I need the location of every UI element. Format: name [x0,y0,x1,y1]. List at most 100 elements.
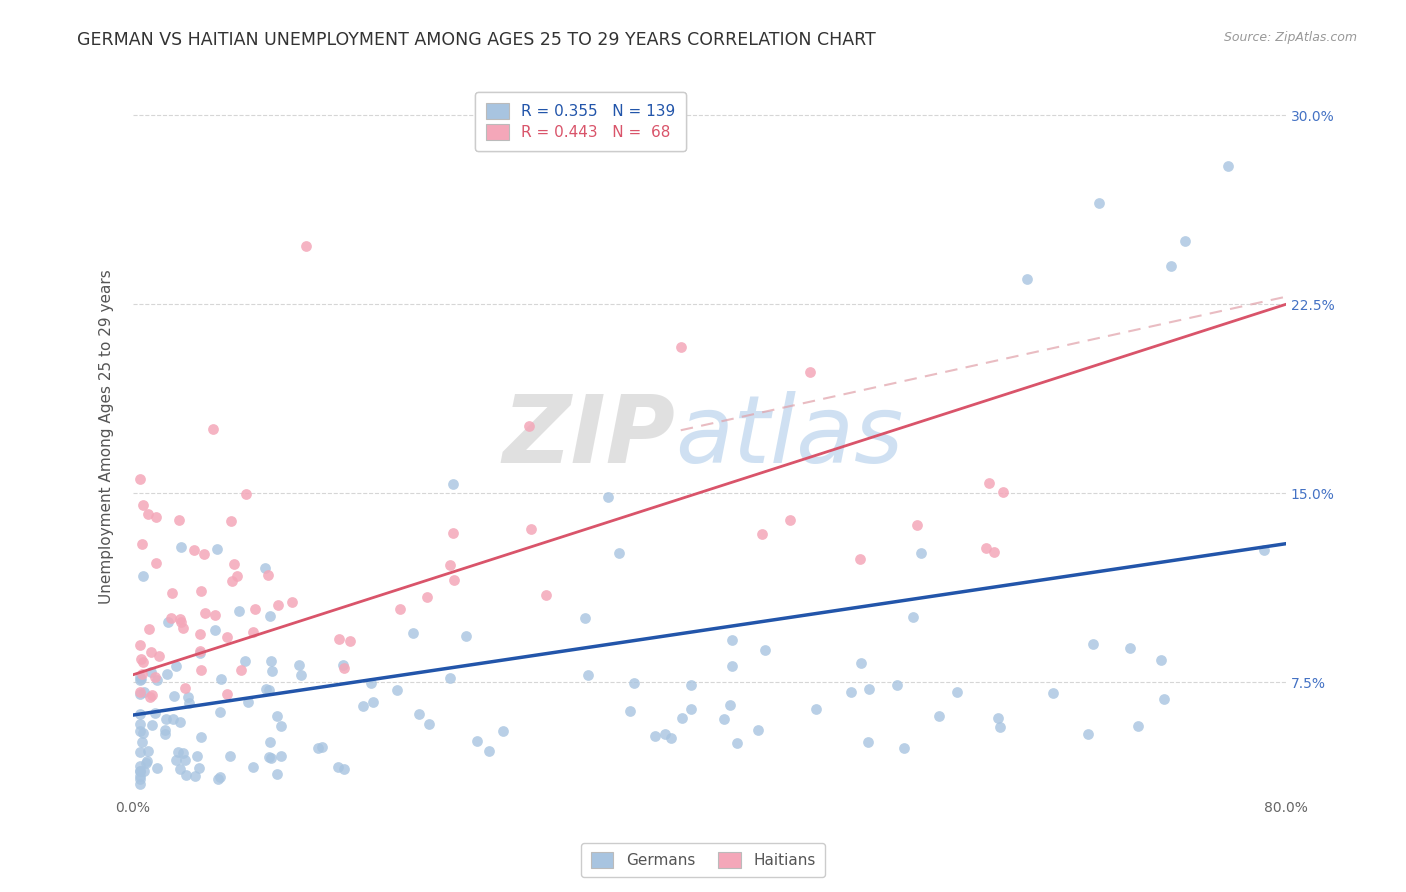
Point [209,672,232,686]
Point [991,485,1014,500]
Point [160,586,183,600]
Point [1087,196,1109,211]
Point [145,556,167,570]
Point [138,622,160,636]
Point [1077,727,1099,741]
Point [418,717,440,731]
Point [408,707,430,722]
Point [129,769,152,783]
Text: atlas: atlas [675,391,903,482]
Point [439,671,461,685]
Point [131,666,153,681]
Point [751,527,773,541]
Point [623,675,645,690]
Point [132,725,155,739]
Point [946,685,969,699]
Point [186,748,208,763]
Text: ZIP: ZIP [502,391,675,483]
Point [856,734,879,748]
Point [858,681,880,696]
Point [988,720,1011,734]
Point [977,476,1000,491]
Point [177,696,200,710]
Point [172,746,194,760]
Point [1253,543,1275,558]
Point [221,574,243,588]
Text: Source: ZipAtlas.com: Source: ZipAtlas.com [1223,31,1357,45]
Point [974,541,997,555]
Point [170,615,193,630]
Point [288,657,311,672]
Point [173,681,195,695]
Point [165,753,187,767]
Point [465,733,488,747]
Point [157,615,180,629]
Point [270,748,292,763]
Point [167,513,190,527]
Point [129,706,152,721]
Point [202,422,225,436]
Point [441,525,464,540]
Point [129,723,152,738]
Point [146,673,169,687]
Point [295,239,318,253]
Point [478,744,501,758]
Point [517,418,540,433]
Point [669,340,692,354]
Point [129,776,152,790]
Point [169,762,191,776]
Point [254,682,277,697]
Point [205,541,228,556]
Point [536,588,558,602]
Point [607,546,630,560]
Point [1153,692,1175,706]
Point [259,609,281,624]
Point [169,714,191,729]
Point [131,537,153,551]
Point [172,621,194,635]
Point [228,604,250,618]
Point [619,704,641,718]
Point [141,645,163,659]
Point [681,701,703,715]
Point [886,677,908,691]
Point [1042,686,1064,700]
Point [654,726,676,740]
Point [339,633,361,648]
Point [135,756,157,771]
Point [148,649,170,664]
Point [174,767,197,781]
Point [681,677,703,691]
Point [839,685,862,699]
Point [983,544,1005,558]
Point [520,523,543,537]
Point [720,659,742,673]
Point [260,654,283,668]
Point [141,688,163,702]
Point [713,712,735,726]
Point [893,740,915,755]
Point [131,498,153,512]
Point [134,685,156,699]
Point [259,735,281,749]
Point [259,682,281,697]
Point [257,568,280,582]
Point [1160,260,1182,274]
Point [333,661,356,675]
Point [574,610,596,624]
Point [725,736,748,750]
Point [1218,159,1240,173]
Point [145,510,167,524]
Point [188,627,211,641]
Point [260,750,283,764]
Point [260,665,283,679]
Point [804,702,827,716]
Point [848,552,870,566]
Point [204,623,226,637]
Point [139,690,162,705]
Point [162,689,184,703]
Point [242,760,264,774]
Point [456,629,478,643]
Point [352,699,374,714]
Point [1174,234,1197,248]
